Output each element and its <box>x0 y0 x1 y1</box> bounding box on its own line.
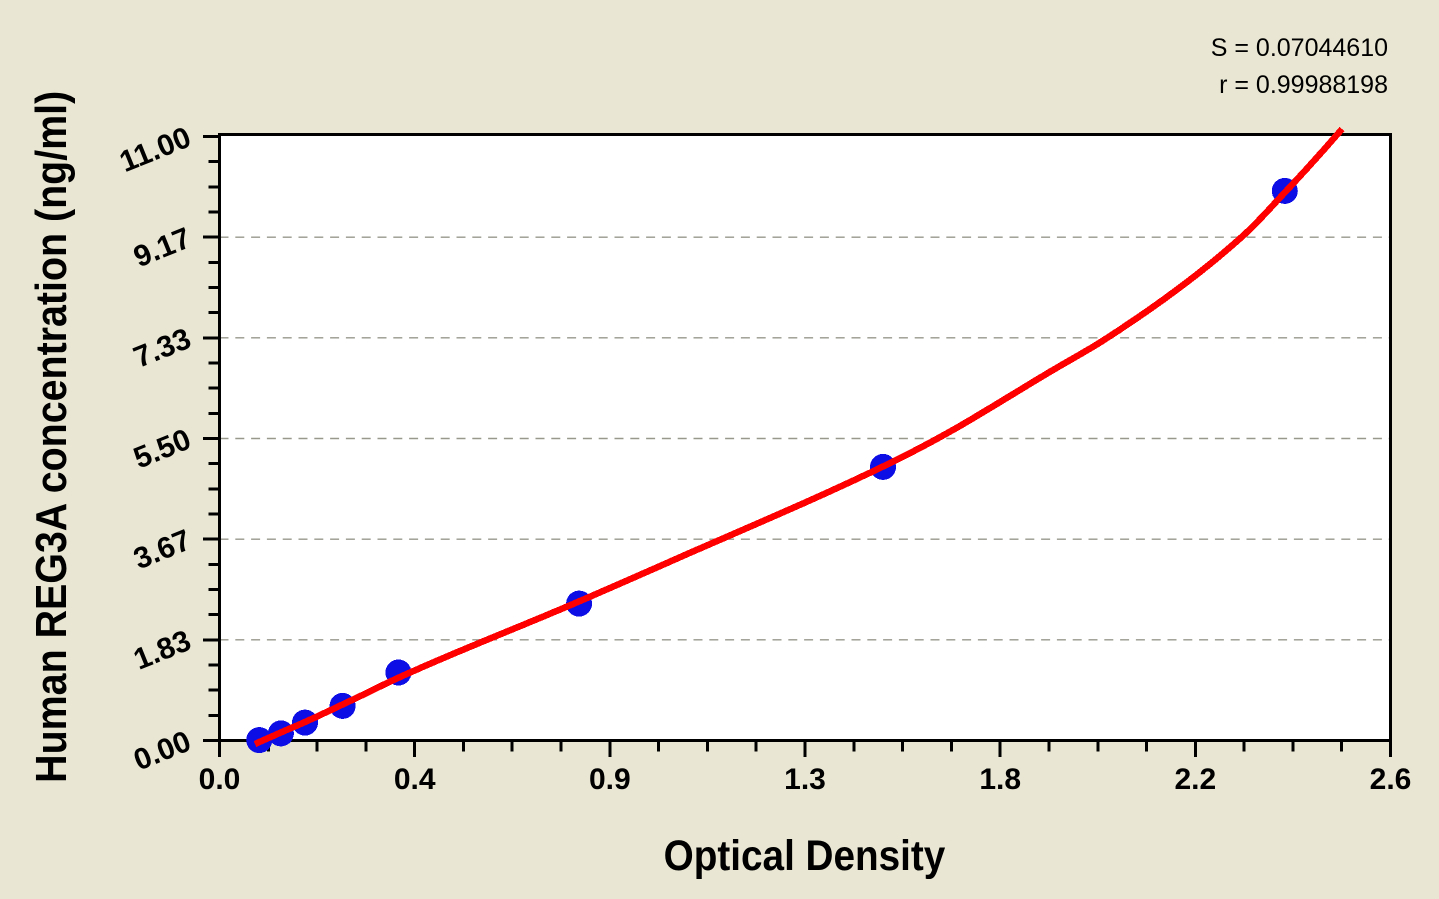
svg-text:Human REG3A concentration (ng/: Human REG3A concentration (ng/ml) <box>26 91 76 783</box>
svg-text:11.00: 11.00 <box>115 121 195 179</box>
svg-text:5.50: 5.50 <box>129 423 196 475</box>
svg-text:1.3: 1.3 <box>784 763 826 796</box>
svg-text:1.8: 1.8 <box>979 763 1021 796</box>
svg-text:0.4: 0.4 <box>394 763 436 796</box>
svg-text:1.83: 1.83 <box>129 624 196 676</box>
svg-text:0.0: 0.0 <box>199 763 241 796</box>
svg-text:S = 0.07044610: S = 0.07044610 <box>1211 34 1388 62</box>
svg-text:2.6: 2.6 <box>1370 763 1412 796</box>
svg-text:0.00: 0.00 <box>129 725 196 777</box>
svg-text:Optical Density: Optical Density <box>664 831 946 879</box>
svg-text:3.67: 3.67 <box>129 524 196 576</box>
svg-text:9.17: 9.17 <box>129 222 196 274</box>
svg-text:2.2: 2.2 <box>1174 763 1216 796</box>
svg-text:0.9: 0.9 <box>589 763 631 796</box>
svg-text:7.33: 7.33 <box>129 322 196 374</box>
svg-text:r = 0.99988198: r = 0.99988198 <box>1219 71 1388 99</box>
